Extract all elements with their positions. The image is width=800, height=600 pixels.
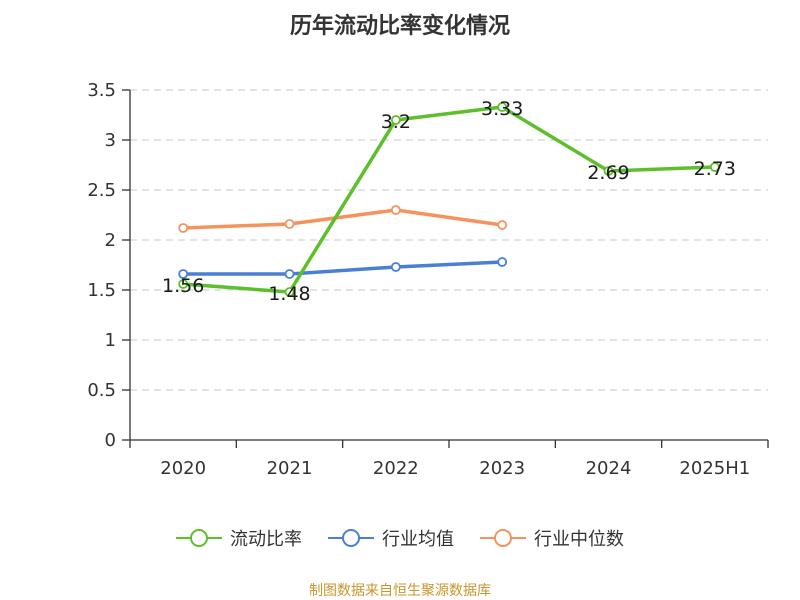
data-point xyxy=(390,115,401,125)
data-point xyxy=(390,205,401,215)
legend: 流动比率 行业均值 行业中位数 xyxy=(0,520,800,556)
data-label: 3.33 xyxy=(481,98,523,120)
data-labels: 1.56 1.48 3.2 3.33 2.69 2.73 xyxy=(162,98,736,305)
data-label: 2.69 xyxy=(587,162,629,184)
data-point xyxy=(390,262,401,272)
legend-label: 行业中位数 xyxy=(534,529,624,550)
x-tick-label: 2023 xyxy=(479,458,525,479)
x-tick-label: 2025H1 xyxy=(679,458,750,479)
legend-item[interactable]: 行业中位数 xyxy=(480,525,624,551)
data-point xyxy=(178,223,189,233)
legend-label: 流动比率 xyxy=(230,529,302,550)
series-lines xyxy=(178,102,720,297)
x-tick-label: 2022 xyxy=(373,458,419,479)
legend-swatch xyxy=(176,529,222,547)
data-point xyxy=(178,279,189,289)
y-tick-label: 0.5 xyxy=(87,380,116,401)
series-line xyxy=(183,260,503,276)
x-tick-label: 2021 xyxy=(267,458,313,479)
data-label: 2.73 xyxy=(694,158,736,180)
data-point xyxy=(497,102,508,112)
source-note: 制图数据来自恒生聚源数据库 xyxy=(309,583,491,599)
legend-swatch xyxy=(480,529,526,547)
legend-swatch xyxy=(328,529,374,547)
y-tick-label: 2 xyxy=(105,230,116,251)
data-point xyxy=(603,166,614,176)
y-tick-label: 0 xyxy=(105,430,116,451)
data-point xyxy=(284,219,295,229)
x-tick-label: 2020 xyxy=(160,458,206,479)
gridlines xyxy=(130,89,768,391)
series-line xyxy=(183,105,715,294)
y-tick-label: 2.5 xyxy=(87,180,116,201)
y-tick-label: 3 xyxy=(105,130,116,151)
y-tick-label: 1 xyxy=(105,330,116,351)
data-point xyxy=(178,269,189,279)
data-point xyxy=(284,269,295,279)
data-label: 3.2 xyxy=(381,111,411,133)
legend-item[interactable]: 行业均值 xyxy=(328,525,454,551)
series-line xyxy=(183,208,503,230)
data-label: 1.56 xyxy=(162,275,204,297)
y-tick-label: 1.5 xyxy=(87,280,116,301)
chart-title: 历年流动比率变化情况 xyxy=(289,14,510,39)
y-tick-label: 3.5 xyxy=(87,80,116,101)
data-point xyxy=(497,257,508,267)
data-point xyxy=(709,162,720,172)
data-point xyxy=(497,220,508,230)
legend-label: 行业均值 xyxy=(382,529,454,550)
axes: 0 0.5 1 1.5 2 2.5 3 3.5 2020 2021 2022 2023 2024 2025… xyxy=(87,80,769,479)
legend-item[interactable]: 流动比率 xyxy=(176,525,302,551)
data-point xyxy=(284,287,295,297)
x-tick-label: 2024 xyxy=(586,458,632,479)
data-label: 1.48 xyxy=(268,283,310,305)
